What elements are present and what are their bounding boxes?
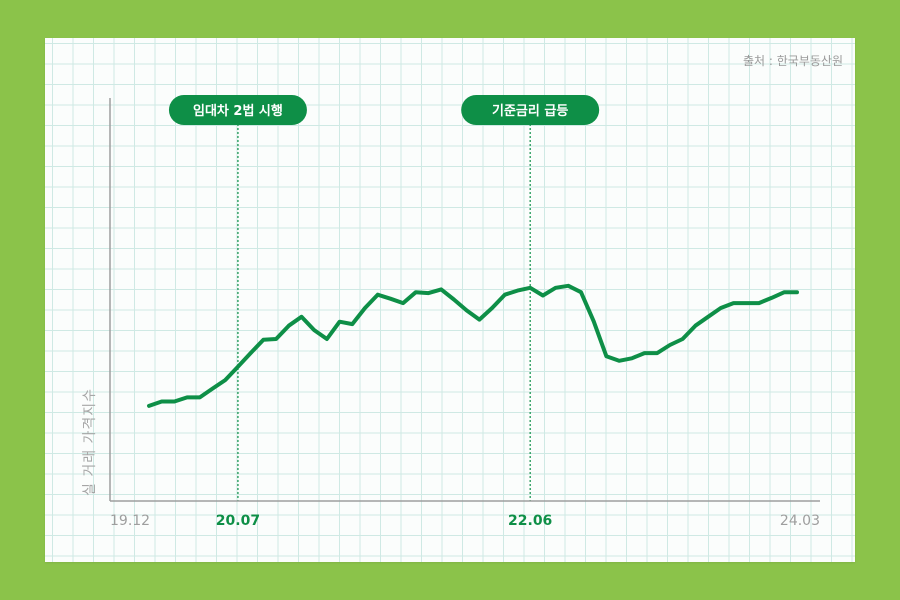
series-line (147, 283, 799, 408)
source-note: 출처 : 한국부동산원 (743, 54, 843, 68)
x-tick-label: 19.12 (110, 513, 150, 529)
x-tick-label: 22.06 (508, 513, 552, 529)
annotation-pill-bg (461, 95, 600, 125)
y-axis-label: 실 거래 가격지수 (82, 388, 98, 496)
annotation-pills: 임대차 2법 시행 기준금리 급등 (168, 95, 600, 125)
annotation-label: 임대차 2법 시행 (193, 103, 283, 119)
x-tick-label: 24.03 (780, 513, 820, 529)
x-tick-label: 20.07 (216, 513, 260, 529)
annotation-pill-bg (168, 95, 307, 125)
annotation-guides (237, 124, 531, 501)
annotation-pill: 기준금리 급등 (461, 95, 600, 125)
line-chart: 임대차 2법 시행 기준금리 급등 19.12 20.07 22.06 24.03 실 … (82, 95, 820, 529)
annotation-pill: 임대차 2법 시행 (168, 95, 307, 125)
chart-card: 출처 : 한국부동산원 임대차 2법 시행 기준금리 급등 19.12 20.07 2… (45, 38, 855, 562)
annotation-label: 기준금리 급등 (492, 103, 568, 119)
x-tick-labels: 19.12 20.07 22.06 24.03 (110, 513, 820, 529)
chart-axes (109, 98, 820, 502)
